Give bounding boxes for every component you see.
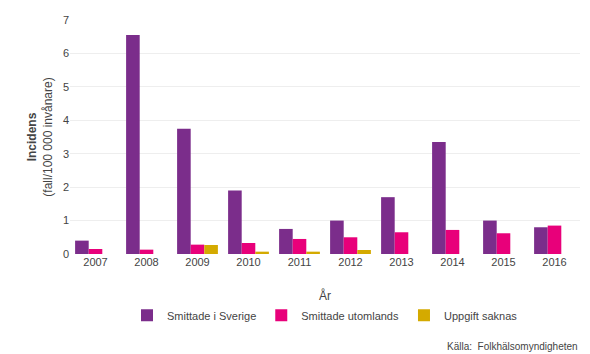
svg-text:1: 1 bbox=[63, 214, 69, 226]
svg-text:År: År bbox=[319, 288, 331, 303]
svg-text:2: 2 bbox=[63, 181, 69, 193]
svg-text:Uppgift saknas: Uppgift saknas bbox=[444, 310, 517, 322]
svg-text:2011: 2011 bbox=[288, 256, 312, 268]
svg-text:3: 3 bbox=[63, 148, 69, 160]
svg-text:Incidens(fall/100 000 invånare: Incidens(fall/100 000 invånare) bbox=[25, 77, 55, 196]
svg-text:2014: 2014 bbox=[440, 256, 464, 268]
svg-text:0: 0 bbox=[63, 248, 69, 260]
svg-text:2010: 2010 bbox=[236, 256, 260, 268]
svg-text:Smittade i Sverige: Smittade i Sverige bbox=[167, 310, 256, 322]
svg-text:2009: 2009 bbox=[185, 256, 209, 268]
svg-text:5: 5 bbox=[63, 81, 69, 93]
svg-text:2016: 2016 bbox=[542, 256, 566, 268]
svg-text:Källa: Folkhälsomyndigheten: Källa: Folkhälsomyndigheten bbox=[447, 341, 578, 352]
svg-text:4: 4 bbox=[63, 114, 69, 126]
svg-text:2015: 2015 bbox=[491, 256, 515, 268]
svg-text:2007: 2007 bbox=[83, 256, 107, 268]
svg-text:7: 7 bbox=[63, 14, 69, 26]
svg-text:2012: 2012 bbox=[338, 256, 362, 268]
svg-text:2008: 2008 bbox=[134, 256, 158, 268]
svg-text:2013: 2013 bbox=[389, 256, 413, 268]
svg-text:Smittade utomlands: Smittade utomlands bbox=[301, 310, 399, 322]
svg-text:6: 6 bbox=[63, 47, 69, 59]
